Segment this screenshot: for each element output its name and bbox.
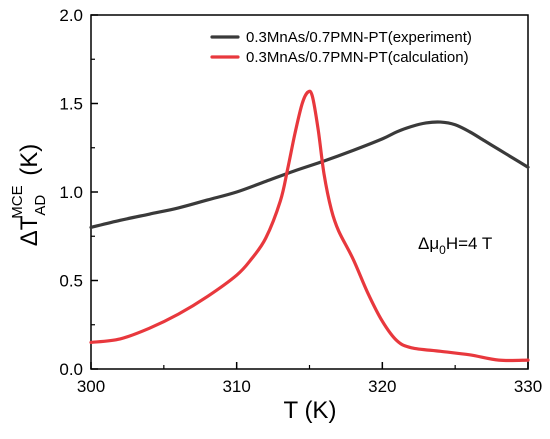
y-tick-label: 2.0	[59, 6, 83, 25]
y-axis-title-unit: (K)	[16, 144, 43, 183]
x-tick-label: 300	[77, 377, 105, 396]
plot-frame	[90, 14, 529, 370]
y-tick-label: 0.0	[59, 360, 83, 379]
y-axis-title-superscript: MCE	[9, 185, 26, 218]
legend-label-calculation: 0.3MnAs/0.7PMN-PT(calculation)	[246, 49, 469, 66]
field-annotation-main: Δμ	[418, 234, 439, 253]
series-line-calculation	[89, 89, 530, 363]
y-axis-title: ΔTAD MCE (K)	[9, 144, 49, 247]
y-axis-title-subscript: AD	[32, 195, 49, 216]
y-tick-label: 0.5	[59, 272, 83, 291]
series-line-experiment	[89, 120, 530, 229]
y-tick-label: 1.5	[59, 95, 83, 114]
x-tick-label: 330	[514, 377, 542, 396]
y-tick-label: 1.0	[59, 183, 83, 202]
y-axis-title-main: ΔT	[16, 215, 43, 246]
x-tick-label: 320	[368, 377, 396, 396]
x-tick-label: 310	[222, 377, 250, 396]
field-annotation-subscript: 0	[439, 243, 446, 257]
x-axis-title: T (K)	[284, 397, 337, 424]
field-annotation: Δμ0H=4 T	[418, 234, 492, 257]
legend-label-experiment: 0.3MnAs/0.7PMN-PT(experiment)	[246, 29, 472, 46]
field-annotation-suffix: H=4 T	[446, 234, 492, 253]
